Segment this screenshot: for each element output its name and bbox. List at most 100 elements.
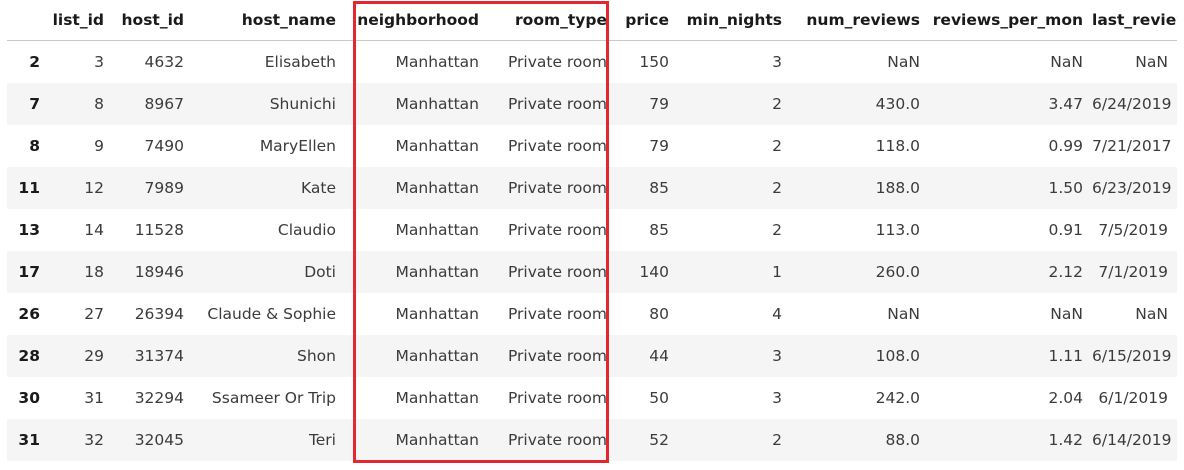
cell-min-nights: 2	[772, 431, 782, 449]
column-header-last-review: last_review	[1092, 0, 1177, 41]
cell-reviews-per-mon: 2.12	[1048, 263, 1083, 281]
table-body: 2 3 4632 Elisabeth Manhattan Private room 150 3…	[7, 41, 1177, 461]
column-header-host-name: host_name	[193, 0, 345, 41]
column-header-neighborhood: neighborhood	[345, 0, 488, 41]
cell-neighborhood: Manhattan	[395, 347, 480, 365]
cell-room-type: Private room	[507, 305, 607, 323]
cell-last-review: NaN	[1135, 305, 1168, 323]
cell-last-review: 6/1/2019	[1098, 389, 1168, 407]
cell-list-id: 32	[84, 431, 104, 449]
row-index: 28	[18, 347, 40, 365]
cell-room-type: Private room	[507, 95, 607, 113]
cell-reviews-per-mon: 3.47	[1048, 95, 1083, 113]
cell-neighborhood: Manhattan	[395, 221, 480, 239]
cell-min-nights: 4	[772, 305, 782, 323]
cell-room-type: Private room	[507, 431, 607, 449]
cell-neighborhood: Manhattan	[395, 431, 480, 449]
cell-host-id: 7490	[144, 137, 184, 155]
cell-neighborhood: Manhattan	[395, 305, 480, 323]
table-row: 28 29 31374 Shon Manhattan Private room 44 3 108…	[7, 335, 1177, 377]
cell-room-type: Private room	[507, 221, 607, 239]
cell-price: 140	[639, 263, 669, 281]
index-header	[7, 0, 49, 41]
cell-reviews-per-mon: 0.91	[1048, 221, 1083, 239]
cell-min-nights: 2	[772, 221, 782, 239]
cell-host-id: 18946	[134, 263, 184, 281]
cell-num-reviews: 113.0	[875, 221, 920, 239]
column-header-host-id: host_id	[113, 0, 193, 41]
cell-num-reviews: 108.0	[875, 347, 920, 365]
cell-num-reviews: 88.0	[885, 431, 920, 449]
cell-host-name: Shunichi	[269, 95, 336, 113]
cell-reviews-per-mon: NaN	[1050, 53, 1083, 71]
row-index: 13	[18, 221, 40, 239]
row-index: 11	[18, 179, 40, 197]
header-row: list_id host_id host_name neighborhood room_…	[7, 0, 1177, 41]
table-row: 17 18 18946 Doti Manhattan Private room 140 1 26…	[7, 251, 1177, 293]
row-index: 26	[18, 305, 40, 323]
row-index: 2	[29, 53, 40, 71]
cell-price: 150	[639, 53, 669, 71]
cell-num-reviews: 118.0	[875, 137, 920, 155]
cell-price: 52	[649, 431, 669, 449]
table-row: 31 32 32045 Teri Manhattan Private room 52 2 88.…	[7, 419, 1177, 461]
cell-num-reviews: NaN	[887, 305, 920, 323]
cell-price: 79	[649, 137, 669, 155]
cell-reviews-per-mon: 2.04	[1048, 389, 1083, 407]
cell-min-nights: 3	[772, 389, 782, 407]
cell-list-id: 8	[94, 95, 104, 113]
cell-host-id: 32045	[134, 431, 184, 449]
dataframe-output: list_id host_id host_name neighborhood room_…	[7, 0, 1177, 463]
cell-reviews-per-mon: 1.11	[1048, 347, 1083, 365]
cell-last-review: 6/14/2019	[1092, 431, 1172, 449]
table-row: 26 27 26394 Claude & Sophie Manhattan Private…	[7, 293, 1177, 335]
cell-neighborhood: Manhattan	[395, 137, 480, 155]
table-row: 2 3 4632 Elisabeth Manhattan Private room 150 3…	[7, 41, 1177, 84]
cell-host-name: Teri	[308, 431, 336, 449]
cell-host-id: 4632	[144, 53, 184, 71]
cell-price: 85	[649, 179, 669, 197]
cell-reviews-per-mon: 1.42	[1048, 431, 1083, 449]
dataframe-table: list_id host_id host_name neighborhood room_…	[7, 0, 1177, 461]
column-header-list-id: list_id	[49, 0, 113, 41]
cell-list-id: 14	[84, 221, 104, 239]
cell-list-id: 9	[94, 137, 104, 155]
cell-min-nights: 3	[772, 347, 782, 365]
row-index: 7	[29, 95, 40, 113]
cell-room-type: Private room	[507, 53, 607, 71]
cell-last-review: 7/1/2019	[1098, 263, 1168, 281]
cell-num-reviews: 260.0	[875, 263, 920, 281]
row-index: 8	[29, 137, 40, 155]
column-header-num-reviews: num_reviews	[791, 0, 929, 41]
cell-room-type: Private room	[507, 137, 607, 155]
cell-room-type: Private room	[507, 389, 607, 407]
table-header: list_id host_id host_name neighborhood room_…	[7, 0, 1177, 41]
cell-num-reviews: 430.0	[875, 95, 920, 113]
cell-room-type: Private room	[507, 263, 607, 281]
cell-price: 79	[649, 95, 669, 113]
cell-list-id: 12	[84, 179, 104, 197]
cell-min-nights: 2	[772, 95, 782, 113]
cell-neighborhood: Manhattan	[395, 263, 480, 281]
cell-last-review: 7/21/2017	[1092, 137, 1172, 155]
cell-list-id: 3	[94, 53, 104, 71]
cell-last-review: 6/24/2019	[1092, 95, 1172, 113]
cell-host-name: Ssameer Or Trip	[211, 389, 336, 407]
cell-room-type: Private room	[507, 179, 607, 197]
row-index: 31	[18, 431, 40, 449]
cell-host-id: 26394	[134, 305, 184, 323]
cell-list-id: 29	[84, 347, 104, 365]
cell-num-reviews: 188.0	[875, 179, 920, 197]
cell-neighborhood: Manhattan	[395, 389, 480, 407]
column-header-room-type: room_type	[488, 0, 616, 41]
cell-last-review: 7/5/2019	[1098, 221, 1168, 239]
cell-host-name: MaryEllen	[259, 137, 336, 155]
table-row: 7 8 8967 Shunichi Manhattan Private room 79 2 43…	[7, 83, 1177, 125]
table-row: 30 31 32294 Ssameer Or Trip Manhattan Private…	[7, 377, 1177, 419]
cell-num-reviews: NaN	[887, 53, 920, 71]
cell-room-type: Private room	[507, 347, 607, 365]
cell-min-nights: 2	[772, 137, 782, 155]
cell-host-name: Shon	[297, 347, 336, 365]
table-row: 13 14 11528 Claudio Manhattan Private room 85 2…	[7, 209, 1177, 251]
cell-neighborhood: Manhattan	[395, 179, 480, 197]
